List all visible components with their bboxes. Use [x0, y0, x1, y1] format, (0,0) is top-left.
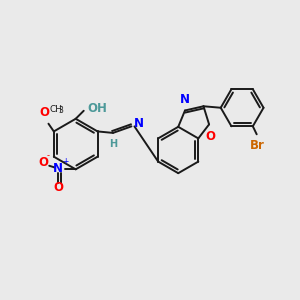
Text: OH: OH	[88, 102, 107, 115]
Text: Br: Br	[250, 139, 265, 152]
Text: N: N	[134, 118, 144, 130]
Text: +: +	[62, 157, 68, 166]
Text: CH: CH	[49, 105, 62, 114]
Text: -: -	[47, 152, 50, 160]
Text: H: H	[110, 140, 118, 149]
Text: 3: 3	[58, 106, 63, 116]
Text: O: O	[54, 181, 64, 194]
Text: O: O	[39, 106, 49, 118]
Text: N: N	[180, 93, 190, 106]
Text: N: N	[53, 162, 63, 175]
Text: O: O	[38, 156, 48, 169]
Text: O: O	[206, 130, 216, 143]
